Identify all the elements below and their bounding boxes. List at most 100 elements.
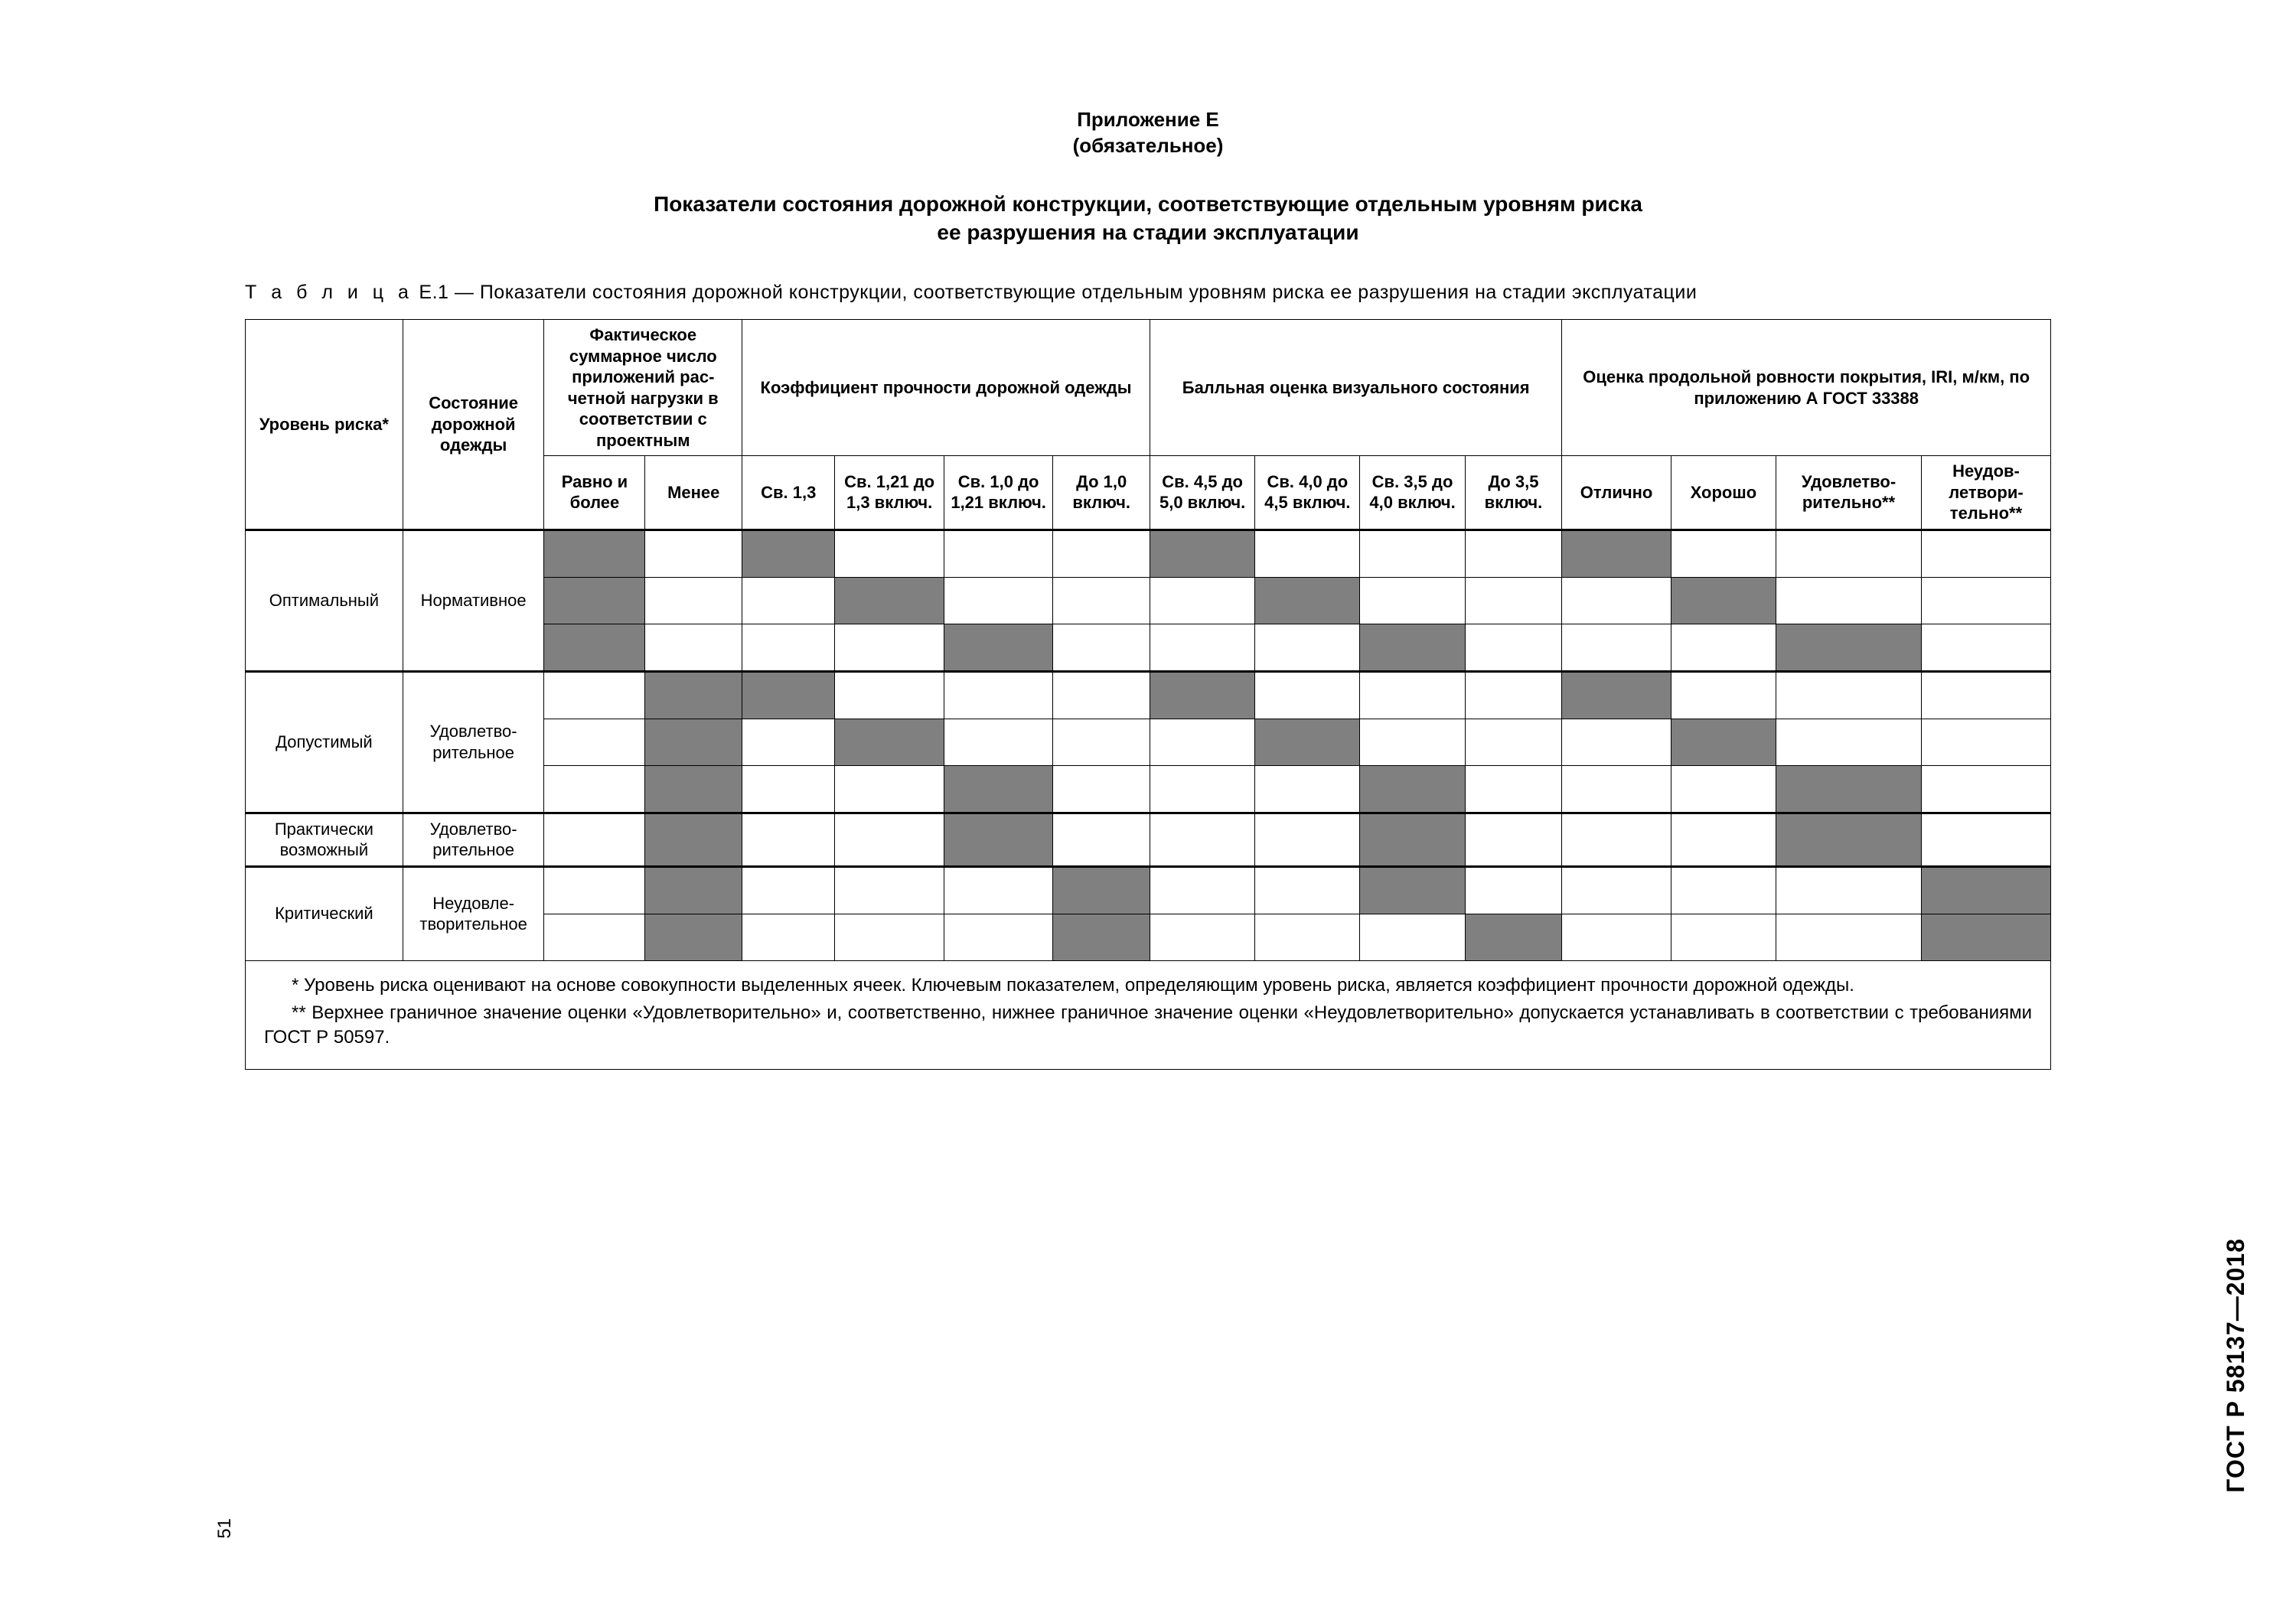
- empty-cell: [1921, 671, 2050, 719]
- hdr-risk-level: Уровень риска*: [246, 320, 403, 530]
- empty-cell: [742, 765, 835, 813]
- empty-cell: [944, 866, 1052, 914]
- empty-cell: [1776, 671, 1922, 719]
- empty-cell: [1465, 577, 1562, 624]
- filled-cell: [645, 671, 742, 719]
- filled-cell: [1921, 866, 2050, 914]
- filled-cell: [1562, 530, 1671, 577]
- empty-cell: [1465, 813, 1562, 866]
- empty-cell: [1150, 813, 1255, 866]
- empty-cell: [1776, 530, 1922, 577]
- caption-prefix: Т а б л и ц а: [245, 282, 413, 303]
- table-row: КритическийНеудовле­творитель­ное: [246, 866, 2051, 914]
- empty-cell: [1671, 813, 1776, 866]
- empty-cell: [1921, 813, 2050, 866]
- empty-cell: [1465, 719, 1562, 765]
- title-line-2: ее разрушения на стадии эксплуатации: [937, 220, 1358, 244]
- empty-cell: [835, 914, 944, 960]
- hdr-group-iri: Оценка продольной ровности покрытия, IRI…: [1562, 320, 2051, 456]
- empty-cell: [944, 530, 1052, 577]
- filled-cell: [1776, 765, 1922, 813]
- empty-cell: [1562, 577, 1671, 624]
- empty-cell: [835, 866, 944, 914]
- empty-cell: [1255, 671, 1360, 719]
- empty-cell: [742, 719, 835, 765]
- empty-cell: [1150, 866, 1255, 914]
- empty-cell: [742, 914, 835, 960]
- row-risk-label: Критический: [246, 866, 403, 960]
- footnote-2: ** Верхнее граничное значение оценки «Уд…: [264, 1001, 2032, 1051]
- empty-cell: [1255, 624, 1360, 671]
- row-condition-label: Удовлетво­рительное: [403, 671, 544, 813]
- empty-cell: [544, 866, 645, 914]
- empty-cell: [1053, 530, 1150, 577]
- filled-cell: [544, 624, 645, 671]
- empty-cell: [1671, 530, 1776, 577]
- hdr-condition: Состояние дорожной одежды: [403, 320, 544, 530]
- empty-cell: [645, 577, 742, 624]
- table-caption: Т а б л и ц а Е.1 — Показатели состояния…: [245, 282, 2051, 304]
- filled-cell: [1150, 671, 1255, 719]
- empty-cell: [645, 624, 742, 671]
- empty-cell: [1921, 530, 2050, 577]
- empty-cell: [944, 671, 1052, 719]
- empty-cell: [835, 765, 944, 813]
- row-risk-label: Практически возможный: [246, 813, 403, 866]
- empty-cell: [1465, 866, 1562, 914]
- filled-cell: [1150, 530, 1255, 577]
- empty-cell: [944, 914, 1052, 960]
- row-condition-label: Норматив­ное: [403, 530, 544, 671]
- filled-cell: [544, 530, 645, 577]
- sub-g4b: Хорошо: [1671, 456, 1776, 530]
- row-risk-label: Допустимый: [246, 671, 403, 813]
- page-number: 51: [214, 1518, 236, 1539]
- sub-g3d: До 3,5 включ.: [1465, 456, 1562, 530]
- sub-g2d: До 1,0 включ.: [1053, 456, 1150, 530]
- empty-cell: [742, 577, 835, 624]
- empty-cell: [1562, 866, 1671, 914]
- empty-cell: [1150, 624, 1255, 671]
- empty-cell: [1671, 624, 1776, 671]
- filled-cell: [645, 813, 742, 866]
- empty-cell: [1053, 765, 1150, 813]
- empty-cell: [1255, 914, 1360, 960]
- empty-cell: [1671, 671, 1776, 719]
- sub-g4c: Удовлетво­рительно**: [1776, 456, 1922, 530]
- appendix-label: Приложение Е: [1077, 108, 1219, 131]
- filled-cell: [1671, 577, 1776, 624]
- empty-cell: [1465, 530, 1562, 577]
- empty-cell: [1255, 866, 1360, 914]
- empty-cell: [835, 624, 944, 671]
- empty-cell: [1360, 914, 1465, 960]
- sub-g3a: Св. 4,5 до 5,0 включ.: [1150, 456, 1255, 530]
- sub-g4d: Неудов­летвори­тельно**: [1921, 456, 2050, 530]
- sub-g1b: Менее: [645, 456, 742, 530]
- filled-cell: [1255, 719, 1360, 765]
- hdr-group-loads: Фактическое суммарное число приложений р…: [544, 320, 742, 456]
- empty-cell: [1053, 813, 1150, 866]
- empty-cell: [1776, 866, 1922, 914]
- empty-cell: [1562, 624, 1671, 671]
- main-table: Уровень риска* Состояние дорожной одежды…: [245, 319, 2051, 961]
- empty-cell: [1360, 671, 1465, 719]
- empty-cell: [1776, 577, 1922, 624]
- empty-cell: [1150, 765, 1255, 813]
- empty-cell: [1921, 719, 2050, 765]
- filled-cell: [1776, 624, 1922, 671]
- table-row: Оптималь­ныйНорматив­ное: [246, 530, 2051, 577]
- empty-cell: [1360, 719, 1465, 765]
- empty-cell: [944, 577, 1052, 624]
- sub-g3c: Св. 3,5 до 4,0 включ.: [1360, 456, 1465, 530]
- empty-cell: [835, 671, 944, 719]
- filled-cell: [1921, 914, 2050, 960]
- sub-g2a: Св. 1,3: [742, 456, 835, 530]
- empty-cell: [1255, 813, 1360, 866]
- appendix-mandatory: (обязательное): [1073, 134, 1224, 157]
- filled-cell: [645, 866, 742, 914]
- filled-cell: [944, 624, 1052, 671]
- empty-cell: [1053, 719, 1150, 765]
- table-body: Оптималь­ныйНорматив­ное ДопустимыйУдовле…: [246, 530, 2051, 960]
- row-condition-label: Неудовле­творитель­ное: [403, 866, 544, 960]
- main-title: Показатели состояния дорожной конструкци…: [245, 190, 2051, 248]
- filled-cell: [742, 530, 835, 577]
